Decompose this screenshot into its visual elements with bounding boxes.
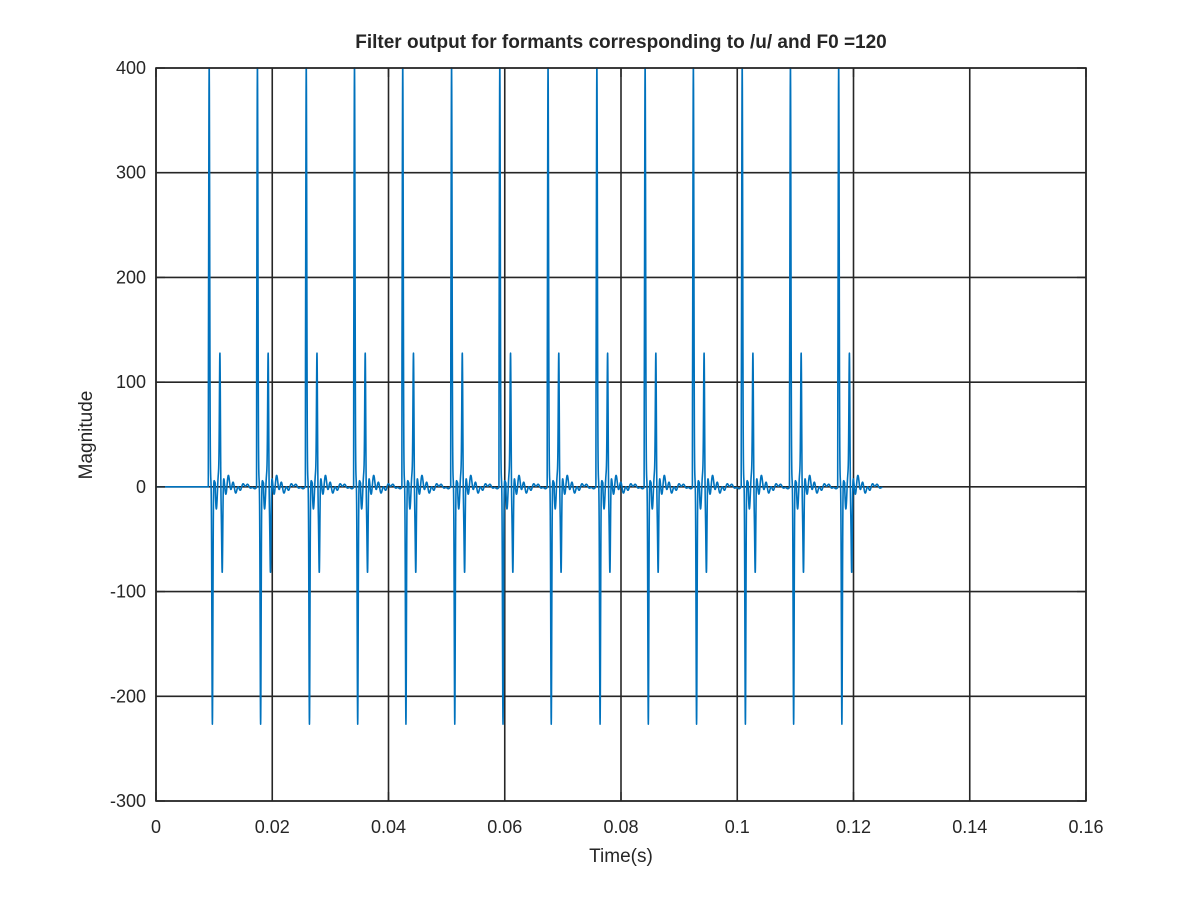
y-tick-label: -100 bbox=[110, 582, 146, 602]
series-line bbox=[155, 67, 884, 725]
x-tick-label: 0.06 bbox=[487, 817, 522, 837]
x-tick-label: 0.02 bbox=[255, 817, 290, 837]
y-tick-labels: -300 -200 -100 0 100 200 300 400 bbox=[110, 58, 146, 811]
x-tick-label: 0 bbox=[151, 817, 161, 837]
y-tick-label: 400 bbox=[116, 58, 146, 78]
y-tick-label: -200 bbox=[110, 686, 146, 706]
x-tick-label: 0.16 bbox=[1068, 817, 1103, 837]
x-axis-label: Time(s) bbox=[589, 846, 653, 867]
y-tick-label: 200 bbox=[116, 267, 146, 287]
x-tick-label: 0.04 bbox=[371, 817, 406, 837]
x-tick-label: 0.14 bbox=[952, 817, 987, 837]
chart-title: Filter output for formants corresponding… bbox=[355, 32, 887, 53]
axes bbox=[155, 67, 1087, 802]
x-tick-label: 0.08 bbox=[603, 817, 638, 837]
series-layer bbox=[155, 67, 884, 725]
y-tick-label: 0 bbox=[136, 477, 146, 497]
x-tick-labels: 0 0.02 0.04 0.06 0.08 0.1 0.12 0.14 0.16 bbox=[151, 817, 1104, 837]
y-axis-label: Magnitude bbox=[76, 391, 97, 480]
x-tick-label: 0.1 bbox=[725, 817, 750, 837]
x-tick-label: 0.12 bbox=[836, 817, 871, 837]
y-tick-label: 100 bbox=[116, 372, 146, 392]
y-tick-label: -300 bbox=[110, 791, 146, 811]
y-tick-label: 300 bbox=[116, 163, 146, 183]
